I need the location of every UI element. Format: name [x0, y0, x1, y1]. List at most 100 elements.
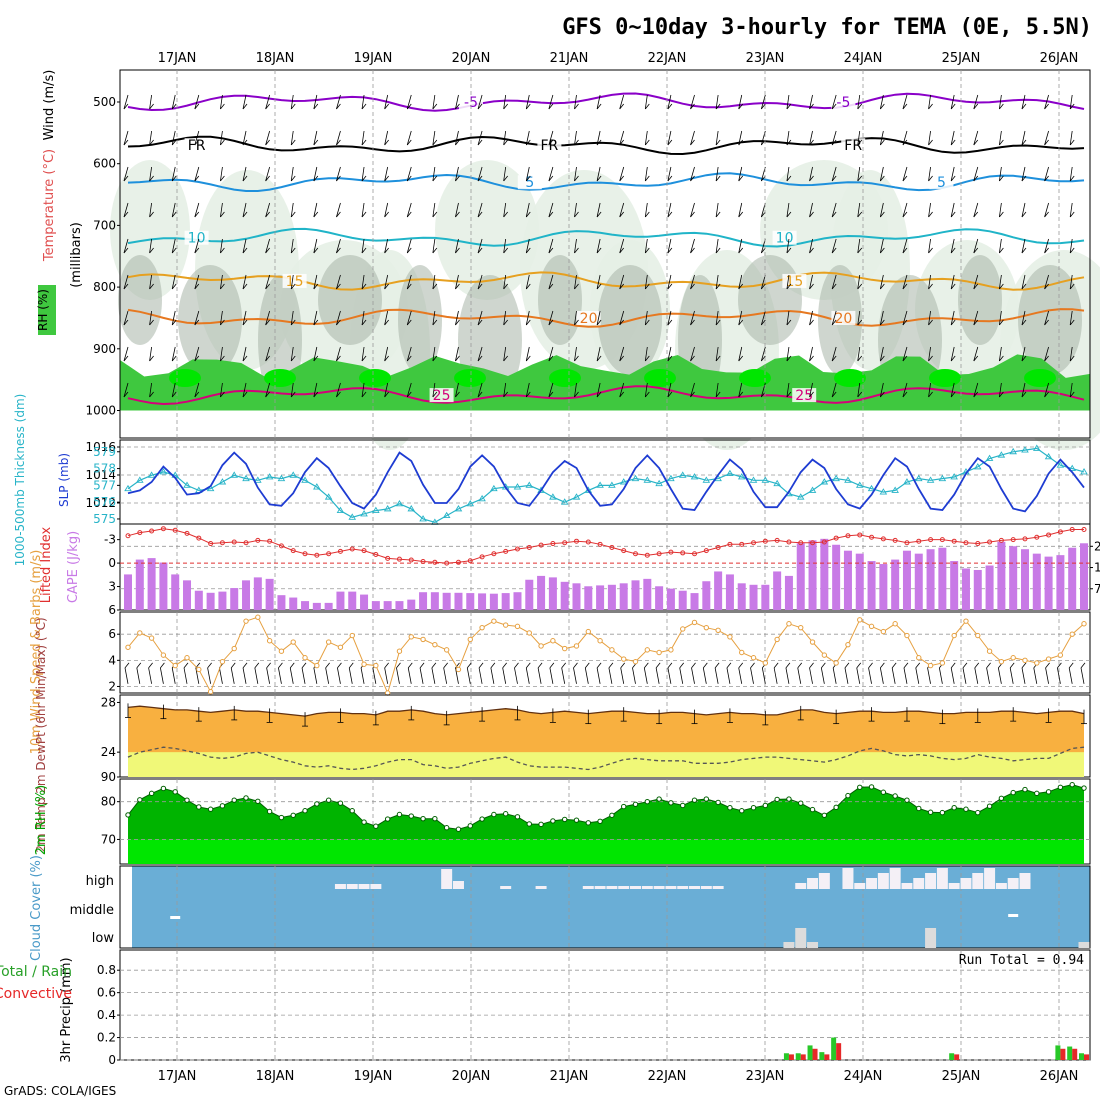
thickness-point — [183, 481, 191, 488]
tick-label: 579 — [93, 445, 116, 459]
tick-label: 578 — [93, 462, 116, 476]
wind-barb — [477, 274, 483, 290]
wind-barb — [928, 94, 931, 110]
lifted-point — [255, 537, 261, 543]
wind-barb — [171, 310, 176, 326]
wind-barb-flag — [596, 391, 602, 398]
wind-10m-barb — [1057, 667, 1061, 684]
wind-barb-flag — [313, 139, 319, 146]
wind-10m-barb-flag — [915, 662, 921, 669]
lifted-point — [810, 540, 816, 546]
tick-label: 700 — [93, 218, 116, 232]
isotherm-label-bg — [184, 138, 209, 153]
wind-barb-flag — [644, 139, 650, 146]
rh-high-region — [359, 369, 391, 387]
wind-barb-flag — [880, 319, 885, 326]
wind-barb — [619, 166, 625, 182]
wind-10m-barb — [868, 667, 872, 684]
slp-thickness-panel: 1012 1014 1016 575 576 577 578 579 — [85, 439, 1091, 526]
wind-barb-flag — [809, 355, 814, 362]
wind-10m-barb-flag — [183, 662, 189, 669]
wind-barb — [857, 130, 861, 146]
isotherm-label-bg — [429, 388, 454, 403]
wind-speed-point — [680, 626, 686, 632]
wind-10m-barb-flag — [584, 662, 590, 669]
wind-barb-flag — [999, 175, 1004, 182]
wind-speed-point — [396, 648, 403, 654]
top-date-label: 18JAN — [256, 51, 295, 66]
lifted-point — [821, 539, 827, 545]
wind-speed-point — [762, 660, 769, 666]
wind-barb-flag — [857, 391, 863, 398]
wind-barb — [1021, 274, 1026, 290]
rh-point — [963, 806, 969, 812]
wind-barb-flag — [596, 355, 602, 362]
wind-barb — [455, 310, 459, 326]
wind-barb — [998, 238, 1002, 254]
wind-barb-flag — [1069, 175, 1075, 182]
cape-bar — [1032, 553, 1041, 610]
wind-barb-flag — [361, 283, 367, 290]
lifted-point — [196, 535, 202, 541]
wind-10m-barb-flag — [230, 662, 236, 669]
wind-10m-barb — [219, 667, 223, 684]
wind-barb-flag — [880, 247, 885, 254]
rh-point — [609, 812, 615, 818]
precip-convective-bar — [954, 1054, 960, 1060]
wind-barb-flag — [194, 355, 200, 362]
wind-barb — [715, 166, 719, 182]
wind-barb — [879, 166, 884, 182]
wind-barb — [879, 238, 884, 254]
wind-barb-flag — [361, 319, 367, 326]
thickness-point — [808, 486, 817, 493]
wind-barb-flag — [902, 355, 908, 362]
rh-point — [809, 806, 816, 813]
wind-barb — [738, 94, 743, 110]
wind-barb-flag — [738, 355, 744, 362]
wind-barb — [619, 238, 625, 254]
thickness-point — [938, 474, 947, 482]
wind-barb — [525, 346, 530, 362]
wind-barb — [171, 382, 176, 398]
wind-barb — [313, 130, 318, 146]
rh-medium-region — [318, 255, 382, 345]
wind-barb — [973, 130, 979, 146]
wind-barb — [242, 238, 247, 254]
wind-barb — [432, 274, 436, 290]
wind-barb — [432, 346, 436, 362]
wind-barb-flag — [265, 319, 270, 326]
wind-barb — [149, 382, 153, 398]
cape-bar — [761, 584, 770, 610]
bottom-date-label: 22JAN — [648, 1069, 687, 1084]
wind-speed-point — [939, 660, 946, 666]
wind-barb-flag — [644, 319, 650, 326]
wind-barb-flag — [715, 319, 721, 326]
wind-barb — [242, 346, 247, 362]
wind-barb-flag — [809, 391, 814, 398]
tick-label: 1016 — [85, 440, 116, 454]
thickness-point — [985, 454, 994, 461]
wind-speed-point — [137, 630, 143, 636]
wind-barb — [928, 202, 931, 218]
rh-2m-panel: 80 70 — [101, 778, 1091, 865]
lifted-point — [420, 559, 426, 565]
lifted-point — [597, 541, 603, 547]
wind-barb — [548, 202, 554, 218]
wind-barb-flag — [220, 355, 225, 362]
wind-speed-point — [668, 647, 674, 653]
wind-barb-flag — [574, 103, 579, 110]
wind-barb — [384, 130, 389, 146]
thickness-point — [1044, 452, 1053, 460]
cape-bar — [666, 588, 675, 610]
wind-barb-flag — [171, 247, 177, 254]
wind-10m-barb — [797, 667, 802, 684]
wind-speed-point — [243, 618, 249, 624]
wind-barb-flag — [123, 103, 129, 110]
precip-convective-bar — [836, 1043, 842, 1060]
wind-barb — [194, 382, 200, 398]
wind-speed-point — [727, 634, 733, 640]
thickness-point — [903, 478, 911, 485]
wind-barb — [384, 202, 389, 218]
wind-10m-barb-flag — [750, 662, 755, 669]
tick-label: 1012 — [85, 496, 116, 510]
